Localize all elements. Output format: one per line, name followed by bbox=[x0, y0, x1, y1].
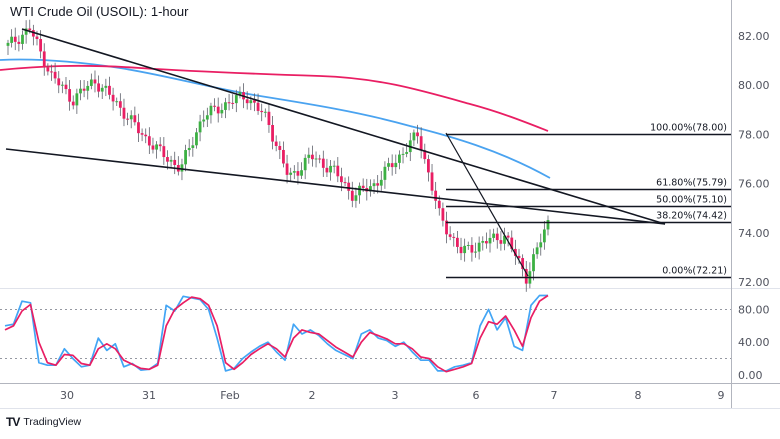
time-tick-label: 2 bbox=[309, 389, 316, 402]
fib-level-label: 61.80%(75.79) bbox=[656, 178, 727, 189]
chart-canvas[interactable]: 100.00%(78.00) 61.80%(75.79) 50.00%(75.10)… bbox=[0, 0, 780, 409]
fib-level-label: 0.00%(72.21) bbox=[662, 266, 727, 277]
fibonacci-retracement[interactable]: 100.00%(78.00) 61.80%(75.79) 50.00%(75.10)… bbox=[445, 123, 731, 279]
time-tick-label: 30 bbox=[60, 389, 74, 402]
price-tick-label: 78.00 bbox=[738, 128, 770, 141]
time-tick-label: 3 bbox=[392, 389, 399, 402]
fib-diagonal[interactable] bbox=[445, 132, 529, 277]
stoch-d-line bbox=[4, 294, 549, 373]
stoch-axis[interactable]: 80.00 40.00 0.00 bbox=[738, 303, 770, 382]
ma-slow-line bbox=[0, 64, 549, 132]
time-tick-label: 6 bbox=[473, 389, 480, 402]
time-axis[interactable]: 30 31 Feb 2 3 6 7 8 9 bbox=[60, 389, 725, 402]
time-tick-label: 8 bbox=[635, 389, 642, 402]
chart-frame: 100.00%(78.00) 61.80%(75.79) 50.00%(75.10)… bbox=[0, 0, 780, 409]
stoch-tick-label: 80.00 bbox=[738, 303, 770, 316]
price-tick-label: 76.00 bbox=[738, 178, 770, 191]
time-tick-label: 31 bbox=[142, 389, 156, 402]
chart-title: WTI Crude Oil (USOIL): 1-hour bbox=[10, 4, 189, 19]
time-tick-label: 9 bbox=[718, 389, 725, 402]
lower-trendline[interactable] bbox=[5, 148, 666, 225]
stoch-k-line bbox=[4, 294, 548, 372]
price-tick-label: 72.00 bbox=[738, 276, 770, 289]
ma-fast-line bbox=[0, 58, 551, 179]
candlesticks bbox=[6, 19, 550, 292]
price-tick-label: 74.00 bbox=[738, 227, 770, 240]
time-tick-label: Feb bbox=[220, 389, 239, 402]
price-axis[interactable]: 82.00 80.00 78.00 76.00 74.00 72.00 bbox=[738, 30, 770, 289]
tradingview-logo-icon: TV bbox=[6, 415, 20, 429]
moving-averages bbox=[0, 58, 551, 179]
stoch-tick-label: 0.00 bbox=[738, 369, 763, 382]
fib-level-label: 50.00%(75.10) bbox=[656, 195, 727, 206]
tradingview-watermark[interactable]: TV TradingView bbox=[6, 415, 81, 429]
stochastic-oscillator bbox=[4, 294, 549, 373]
fib-level-label: 38.20%(74.42) bbox=[656, 211, 727, 222]
price-tick-label: 82.00 bbox=[738, 30, 770, 43]
trendlines[interactable] bbox=[5, 28, 666, 225]
price-tick-label: 80.00 bbox=[738, 79, 770, 92]
upper-trendline[interactable] bbox=[21, 28, 666, 225]
fib-level-label: 100.00%(78.00) bbox=[650, 123, 727, 134]
tradingview-brand: TradingView bbox=[23, 416, 82, 428]
time-tick-label: 7 bbox=[551, 389, 558, 402]
stoch-tick-label: 40.00 bbox=[738, 336, 770, 349]
